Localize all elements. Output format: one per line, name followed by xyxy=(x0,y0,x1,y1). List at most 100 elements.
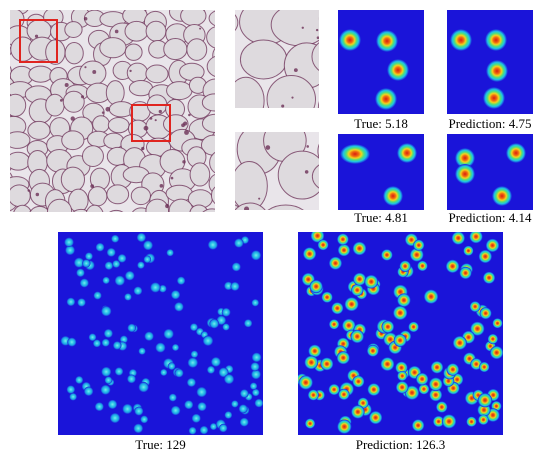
density-map-true-1 xyxy=(338,10,424,114)
density-peak xyxy=(196,386,207,398)
density-peak xyxy=(190,350,199,358)
density-peak xyxy=(100,384,111,395)
adipocyte-cell xyxy=(99,37,127,59)
density-peak xyxy=(143,240,154,251)
adipocyte-cell xyxy=(81,145,104,167)
density-peak xyxy=(337,233,349,246)
density-peak xyxy=(189,323,198,332)
density-peak xyxy=(251,352,262,363)
density-peak xyxy=(102,276,110,285)
caption-prediction-2: Prediction: 4.14 xyxy=(448,210,532,225)
density-peak xyxy=(133,423,144,434)
density-peak xyxy=(455,148,475,168)
density-peak xyxy=(199,425,209,435)
adipocyte-cell xyxy=(109,209,124,212)
density-peak xyxy=(231,400,239,408)
cell-nucleus xyxy=(188,113,191,117)
density-peak xyxy=(418,383,430,395)
density-peak xyxy=(117,253,127,263)
adipocyte-cell xyxy=(87,186,108,207)
density-peak xyxy=(375,88,397,110)
density-peak xyxy=(435,401,448,413)
density-peak xyxy=(430,360,444,374)
adipocyte-cell xyxy=(266,75,316,108)
density-peak xyxy=(463,245,474,256)
density-peak xyxy=(143,255,152,264)
density-peak xyxy=(216,315,227,326)
cell-nucleus xyxy=(170,176,174,180)
adipocyte-cell xyxy=(317,101,319,108)
cell-nucleus xyxy=(114,29,119,34)
adipocyte-cell xyxy=(130,186,151,206)
adipocyte-cell xyxy=(277,150,319,200)
density-peak xyxy=(344,297,359,312)
adipocyte-cell xyxy=(45,93,65,117)
adipocyte-cell xyxy=(208,10,215,27)
adipocyte-cell xyxy=(206,26,215,49)
density-peak xyxy=(328,383,340,396)
density-peak xyxy=(218,423,228,433)
density-peak xyxy=(381,249,393,261)
density-peak xyxy=(340,144,370,164)
cell-nucleus xyxy=(301,26,304,29)
density-peak xyxy=(397,370,408,381)
adipocyte-cell xyxy=(10,151,31,171)
density-peak xyxy=(150,282,161,293)
density-peak xyxy=(304,418,316,429)
density-peak xyxy=(84,252,93,261)
density-peak xyxy=(309,279,323,294)
density-peak xyxy=(485,29,507,51)
density-map-true-2 xyxy=(338,134,424,210)
cell-nucleus xyxy=(316,36,319,40)
density-peak xyxy=(206,365,216,374)
cell-nucleus xyxy=(80,95,85,99)
roi-box-1 xyxy=(19,19,58,63)
roi-box-2 xyxy=(131,104,171,142)
density-peak xyxy=(231,262,241,272)
histology-image xyxy=(10,10,215,212)
cell-nucleus xyxy=(158,109,162,114)
density-peak xyxy=(171,343,180,352)
density-peak xyxy=(106,247,116,257)
adipocyte-cell xyxy=(28,65,53,83)
density-peak xyxy=(381,320,395,334)
density-peak xyxy=(184,400,194,410)
adipocyte-cell xyxy=(13,204,32,212)
density-peak xyxy=(383,186,403,206)
density-peak xyxy=(352,375,365,388)
adipocyte-cell xyxy=(206,56,215,77)
density-peak xyxy=(411,419,425,432)
density-peak xyxy=(95,242,105,252)
adipocyte-cell xyxy=(201,113,215,133)
density-peak xyxy=(331,302,344,315)
density-peak xyxy=(395,381,409,394)
density-peak xyxy=(134,406,144,416)
density-peak xyxy=(127,374,136,384)
density-peak xyxy=(186,377,196,388)
density-peak xyxy=(489,345,503,360)
density-peak xyxy=(112,260,121,268)
density-peak xyxy=(380,357,395,372)
density-peak xyxy=(298,375,313,390)
adipocyte-cell xyxy=(10,93,27,117)
density-peak xyxy=(455,164,475,184)
density-peak xyxy=(339,29,361,51)
density-peak xyxy=(254,398,263,408)
density-peak xyxy=(478,414,489,426)
caption-true-2: True: 4.81 xyxy=(354,210,408,225)
density-peak xyxy=(351,284,364,297)
density-peak xyxy=(230,281,240,291)
adipocyte-cell xyxy=(72,208,90,212)
density-peak xyxy=(93,291,102,300)
density-peak xyxy=(207,239,218,250)
density-peak xyxy=(321,291,333,303)
density-peak xyxy=(187,357,199,368)
density-peak xyxy=(404,385,420,400)
density-peak xyxy=(112,341,122,350)
cell-nucleus xyxy=(258,197,261,200)
density-peak xyxy=(119,335,128,344)
density-peak xyxy=(429,388,443,402)
density-peak xyxy=(239,417,249,427)
density-peak xyxy=(124,270,135,281)
adipocyte-cell xyxy=(62,90,85,113)
